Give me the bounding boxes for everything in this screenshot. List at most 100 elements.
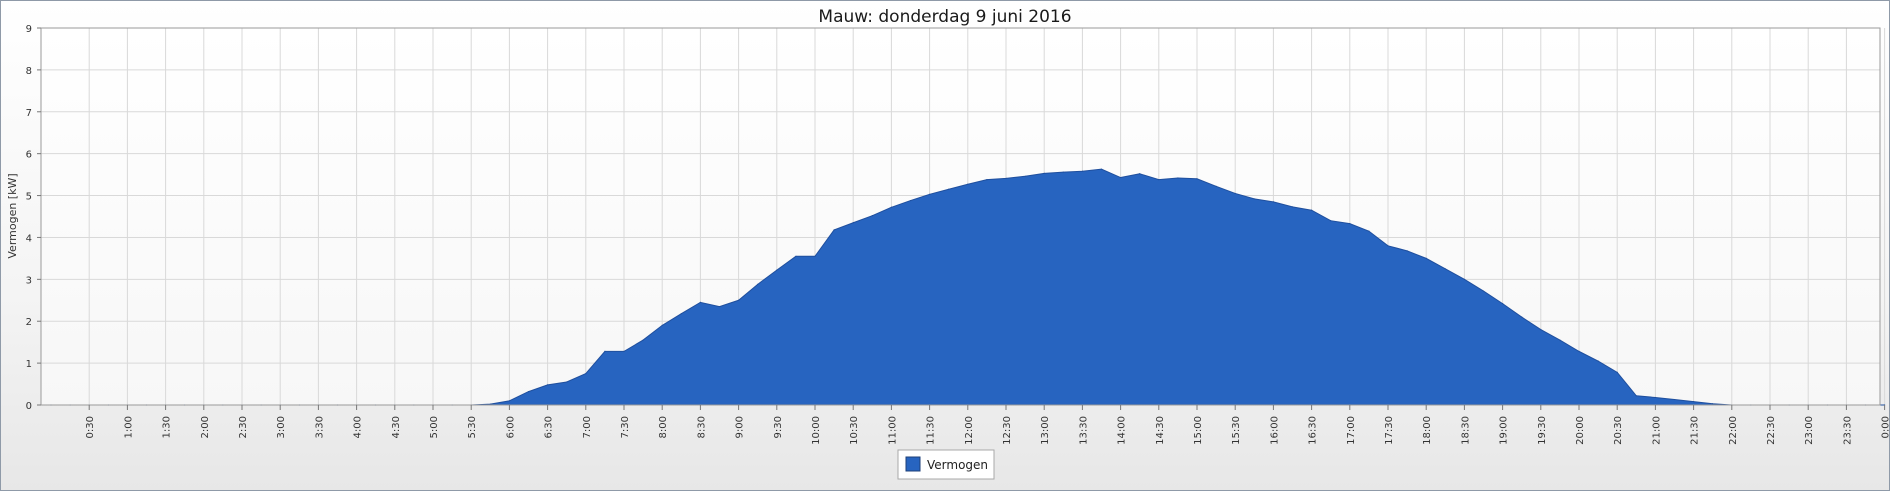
data-point [986, 179, 988, 181]
x-tick-label: 0:30 [85, 416, 96, 438]
data-point [1158, 179, 1160, 181]
data-point [642, 339, 644, 341]
x-tick-label: 23:30 [1842, 416, 1853, 445]
data-point [871, 215, 873, 217]
data-point [1521, 316, 1523, 318]
x-tick-label: 7:00 [582, 416, 593, 438]
y-tick-label: 7 [26, 108, 32, 119]
x-tick-label: 16:30 [1308, 416, 1319, 445]
x-tick-label: 12:30 [1002, 416, 1013, 445]
plot-border [40, 27, 1881, 406]
x-tick-label: 3:00 [276, 416, 287, 438]
x-tick-label: 23:00 [1804, 416, 1815, 445]
x-tick-label: 14:00 [1117, 416, 1128, 445]
data-point [1005, 177, 1007, 179]
x-tick-label: 11:30 [926, 416, 937, 445]
x-tick-label: 6:00 [505, 416, 516, 438]
data-point [852, 222, 854, 224]
data-point [1120, 176, 1122, 179]
data-point [909, 199, 912, 202]
x-tick-label: 2:30 [238, 416, 249, 438]
y-tick-label: 2 [26, 317, 32, 328]
x-tick-label: 6:30 [544, 416, 555, 438]
x-axis: 0:30 1:00 1:30 2:00 2:30 3:00 3:30 4:00 4:30 5:00… [85, 405, 1889, 445]
x-tick-label: 19:00 [1499, 416, 1510, 445]
x-tick-label: 19:30 [1537, 416, 1548, 445]
x-tick-label: 20:00 [1575, 416, 1586, 445]
data-point [1406, 250, 1408, 252]
data-point [1311, 209, 1313, 211]
x-tick-label: 8:30 [696, 416, 707, 438]
data-point [547, 384, 549, 386]
data-point [1253, 198, 1255, 200]
data-point [1234, 192, 1236, 195]
x-tick-label: 13:30 [1078, 416, 1089, 445]
x-tick-label: 9:00 [735, 416, 746, 438]
x-tick-label: 18:30 [1460, 416, 1471, 445]
data-point [718, 305, 721, 308]
data-point [814, 255, 816, 257]
x-tick-label: 0:00 [1881, 416, 1889, 438]
data-point [1043, 172, 1045, 174]
data-point [967, 183, 969, 185]
data-point [1559, 339, 1561, 341]
x-tick-label: 8:00 [658, 416, 669, 438]
x-tick-label: 20:30 [1613, 416, 1624, 445]
data-point [776, 269, 778, 271]
x-tick-label: 10:30 [849, 416, 860, 445]
data-point [1196, 178, 1198, 180]
legend-label-vermogen: Vermogen [927, 458, 988, 472]
data-point [661, 324, 663, 327]
data-point [604, 350, 606, 352]
data-point [1712, 403, 1714, 405]
x-tick-label: 12:00 [964, 416, 975, 445]
data-point [1272, 201, 1274, 203]
x-tick-label: 3:30 [314, 416, 325, 438]
x-tick-label: 18:00 [1422, 416, 1433, 445]
chart-title: Mauw: donderdag 9 juni 2016 [818, 7, 1071, 27]
data-point [1024, 175, 1026, 177]
data-point [795, 255, 797, 257]
x-tick-label: 13:00 [1040, 416, 1051, 445]
data-point [929, 193, 931, 195]
x-tick-label: 5:30 [467, 416, 478, 438]
x-tick-label: 14:30 [1155, 416, 1166, 445]
data-point [527, 391, 530, 393]
data-point [1291, 206, 1294, 208]
data-point [1081, 170, 1083, 172]
x-tick-label: 7:30 [620, 416, 631, 438]
data-point [1387, 245, 1389, 247]
x-tick-label: 4:30 [391, 416, 402, 438]
x-tick-label: 11:00 [887, 416, 898, 445]
x-tick-label: 22:00 [1728, 416, 1739, 445]
y-tick-label: 1 [26, 359, 32, 370]
data-point [1540, 329, 1542, 331]
data-point [1330, 220, 1332, 222]
data-point [1654, 396, 1656, 399]
x-tick-label: 10:00 [811, 416, 822, 445]
x-tick-label: 1:00 [123, 416, 134, 438]
data-point [1177, 177, 1179, 179]
y-tick-label: 0 [26, 401, 32, 412]
data-point [1502, 303, 1504, 305]
data-point [1215, 185, 1217, 187]
x-tick-label: 21:00 [1651, 416, 1662, 445]
x-tick-label: 15:00 [1193, 416, 1204, 445]
data-point [1425, 257, 1427, 259]
data-point [757, 283, 759, 285]
y-axis-label: Vermogen [kW] [6, 173, 19, 258]
x-tick-label: 21:30 [1690, 416, 1701, 445]
y-tick-label: 9 [26, 24, 32, 35]
x-tick-label: 5:00 [429, 416, 440, 438]
data-point [948, 188, 950, 190]
data-point [1368, 230, 1370, 232]
data-point [489, 403, 491, 405]
y-tick-label: 8 [26, 66, 32, 77]
data-point [1482, 290, 1485, 292]
data-point [1597, 360, 1599, 362]
data-point [508, 400, 510, 402]
data-point [738, 299, 740, 301]
x-tick-label: 17:00 [1346, 416, 1357, 445]
y-tick-label: 3 [26, 275, 32, 286]
